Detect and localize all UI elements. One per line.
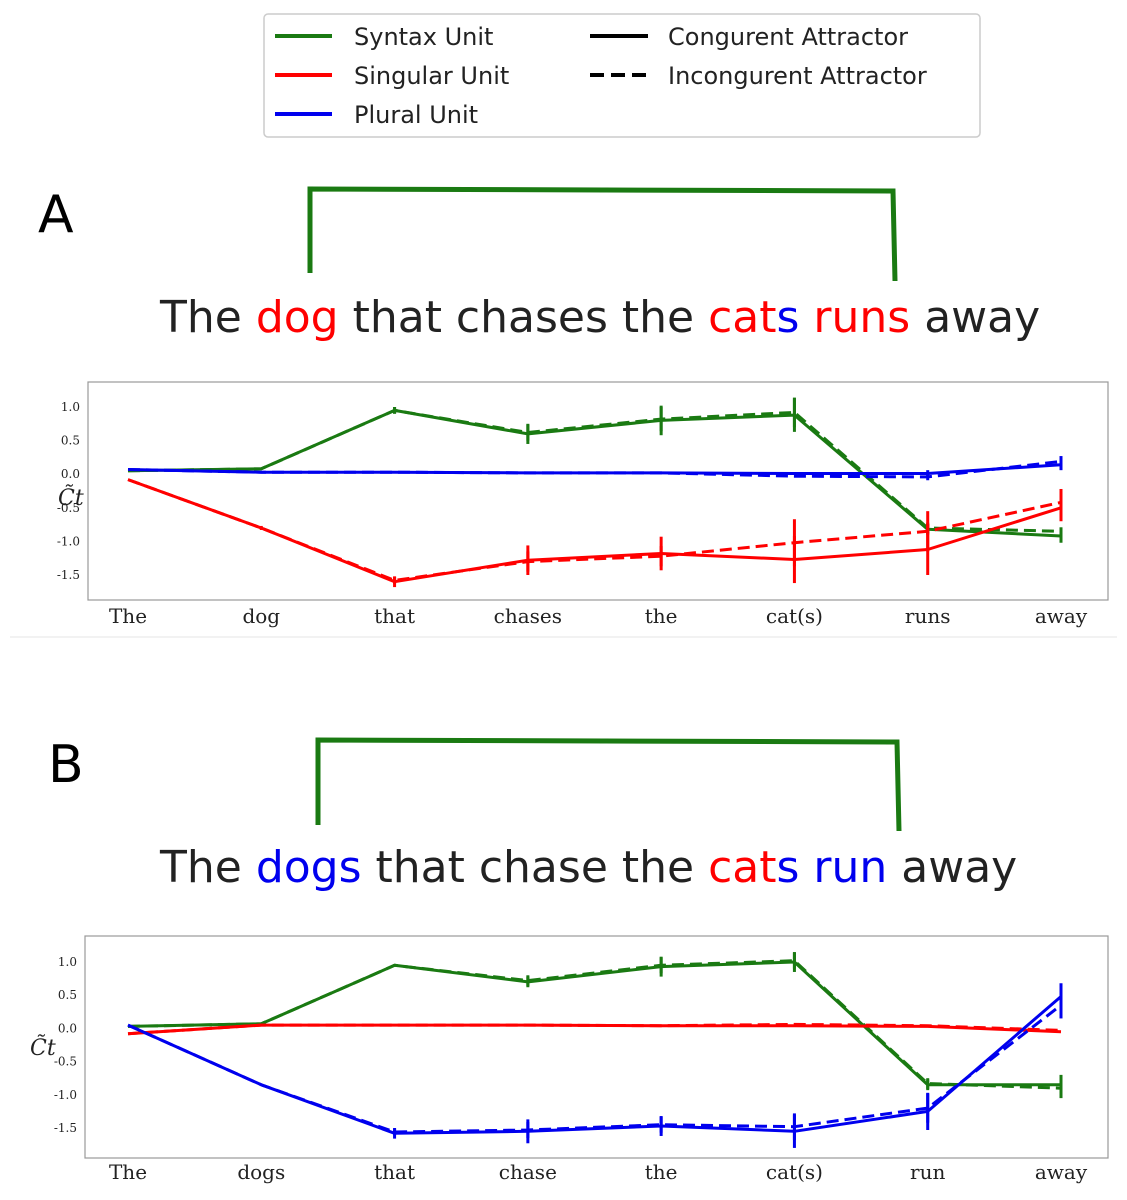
panel-b-word: that chase the (362, 842, 709, 893)
chart-b-series-line (127, 1004, 1062, 1134)
chart-b-y-tick-label: 0.5 (58, 988, 77, 1002)
chart-a-y-ticks: 1.0 0.5 0.0 -0.5 -1.0 -1.5 (57, 400, 80, 582)
chart-a-y-tick-label: 0.0 (61, 467, 80, 481)
chart-b-x-tick-label: run (910, 1160, 945, 1184)
chart-b-y-ticks: 1.0 0.5 0.0 -0.5 -1.0 -1.5 (54, 955, 77, 1135)
chart-a-y-tick-label: -0.5 (57, 501, 80, 515)
panel-b-letter: B (48, 735, 84, 795)
chart-b-x-ticks: The dogs that chase the cat(s) run away (109, 1160, 1088, 1184)
panel-a-word: dog (256, 292, 339, 343)
chart-b-y-tick-label: -1.0 (54, 1088, 77, 1102)
chart-a-plot-area (87, 381, 1109, 601)
chart-b-series-plural-incongruent (127, 991, 1063, 1140)
panel-b-dependency-bracket (315, 737, 902, 832)
chart-a-x-tick-label: the (645, 604, 678, 628)
chart-b-x-tick-label: the (645, 1160, 678, 1184)
panel-a-sentence: The dog that chases the cats runs away (159, 292, 1040, 343)
chart-a: C̃t 1.0 0.5 0.0 -0.5 -1.0 -1.5 The dog that chas… (57, 381, 1109, 628)
chart-b-x-tick-label: that (374, 1160, 415, 1184)
panel-a-word: s (776, 292, 799, 343)
legend: Syntax Unit Singular Unit Plural Unit Co… (263, 13, 981, 138)
chart-a-x-tick-label: dog (242, 604, 280, 628)
chart-b-x-tick-label: chase (499, 1160, 557, 1184)
panel-a-word: away (910, 292, 1040, 343)
panel-b-word: The (159, 842, 256, 893)
chart-b-y-tick-label: 0.0 (58, 1021, 77, 1035)
chart-b-y-tick-label: 1.0 (58, 955, 77, 969)
legend-label-singular: Singular Unit (354, 62, 509, 90)
legend-label-plural: Plural Unit (354, 101, 478, 129)
chart-a-x-tick-label: chases (494, 604, 562, 628)
legend-label-congruent: Congurent Attractor (668, 23, 908, 51)
chart-a-series-singular-incongruent (127, 478, 1063, 584)
panel-a-word: that chases the (339, 292, 708, 343)
panel-b-word: s (776, 842, 799, 893)
panel-b-sentence: The dogs that chase the cats run away (159, 842, 1017, 893)
panel-b-word: cat (708, 842, 776, 893)
chart-b-y-tick-label: -0.5 (54, 1055, 77, 1069)
panel-a-letter: A (38, 185, 74, 245)
panel-a-word: runs (799, 292, 910, 343)
chart-a-x-tick-label: runs (905, 604, 951, 628)
chart-b-series (127, 952, 1063, 1148)
chart-b-series-syntax-incongruent (127, 952, 1063, 1099)
panel-b-header: B The dogs that chase the cats run away (48, 735, 1017, 893)
chart-b-plot-area (84, 935, 1109, 1159)
chart-b-x-tick-label: cat(s) (766, 1160, 823, 1184)
chart-b-series-line (127, 959, 1062, 1090)
chart-a-y-axis-label: C̃t (58, 485, 84, 511)
panel-a-word: The (159, 292, 256, 343)
panel-b-word: dogs (256, 842, 362, 893)
chart-b-y-axis-label: C̃t (30, 1035, 56, 1061)
panel-a-word: cat (708, 292, 776, 343)
chart-a-y-tick-label: -1.5 (57, 568, 80, 582)
chart-b-x-tick-label: away (1035, 1160, 1088, 1184)
panel-a-header: A The dog that chases the cats runs away (38, 185, 1040, 343)
chart-b-y-tick-label: -1.5 (54, 1121, 77, 1135)
panel-b-word: away (887, 842, 1017, 893)
chart-a-x-ticks: The dog that chases the cat(s) runs away (109, 604, 1088, 628)
chart-a-series (127, 397, 1063, 588)
panel-b-word: run (799, 842, 887, 893)
chart-a-x-tick-label: cat(s) (766, 604, 823, 628)
chart-a-x-tick-label: The (109, 604, 147, 628)
chart-a-series-line (127, 408, 1062, 533)
chart-b-x-tick-label: The (109, 1160, 147, 1184)
panel-a-dependency-bracket (307, 186, 898, 282)
chart-b: C̃t 1.0 0.5 0.0 -0.5 -1.0 -1.5 The dogs that cha… (30, 935, 1109, 1184)
chart-a-y-tick-label: -1.0 (57, 534, 80, 548)
legend-label-syntax: Syntax Unit (354, 23, 493, 51)
chart-b-series-line (127, 1022, 1062, 1036)
legend-label-incongruent: Incongurent Attractor (668, 62, 927, 90)
chart-a-y-tick-label: 1.0 (61, 400, 80, 414)
chart-a-series-plural-incongruent (127, 456, 1063, 481)
chart-a-x-tick-label: that (374, 604, 415, 628)
chart-a-x-tick-label: away (1035, 604, 1088, 628)
chart-b-x-tick-label: dogs (237, 1160, 285, 1184)
chart-a-series-line (127, 459, 1062, 479)
chart-a-series-line (127, 478, 1062, 582)
chart-a-y-tick-label: 0.5 (61, 434, 80, 448)
chart-b-series-singular-incongruent (127, 1022, 1062, 1036)
